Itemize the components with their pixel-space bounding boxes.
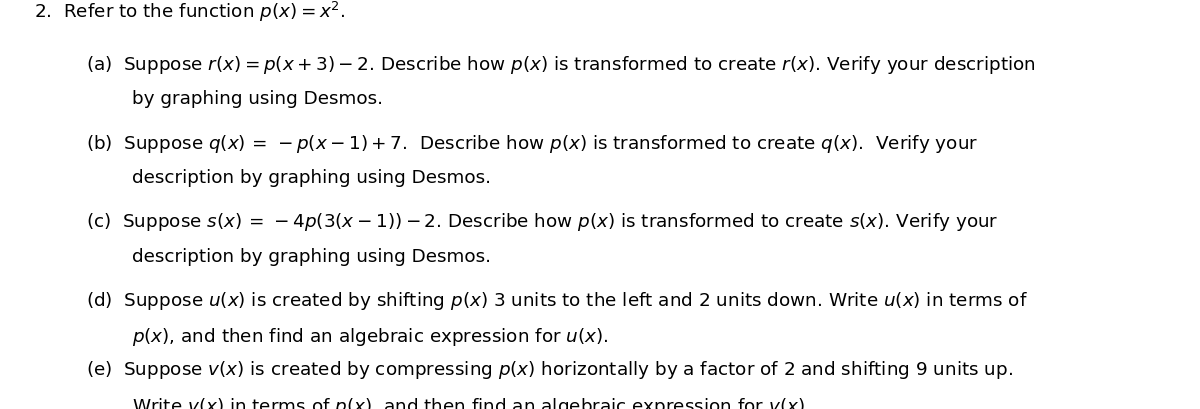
Text: (e)  Suppose $v(x)$ is created by compressing $p(x)$ horizontally by a factor of: (e) Suppose $v(x)$ is created by compres… bbox=[86, 359, 1013, 380]
Text: by graphing using Desmos.: by graphing using Desmos. bbox=[132, 90, 383, 108]
Text: (a)  Suppose $r(x) = p(x+3) - 2$. Describe how $p(x)$ is transformed to create $: (a) Suppose $r(x) = p(x+3) - 2$. Describ… bbox=[86, 54, 1036, 76]
Text: (c)  Suppose $s(x)\, =\, -4p(3(x - 1)) - 2$. Describe how $p(x)$ is transformed : (c) Suppose $s(x)\, =\, -4p(3(x - 1)) - … bbox=[86, 211, 998, 233]
Text: (d)  Suppose $u(x)$ is created by shifting $p(x)$ 3 units to the left and 2 unit: (d) Suppose $u(x)$ is created by shiftin… bbox=[86, 289, 1028, 311]
Text: description by graphing using Desmos.: description by graphing using Desmos. bbox=[132, 247, 491, 265]
Text: 2.  Refer to the function $p(x) = x^2$.: 2. Refer to the function $p(x) = x^2$. bbox=[34, 0, 344, 24]
Text: description by graphing using Desmos.: description by graphing using Desmos. bbox=[132, 169, 491, 187]
Text: $p(x)$, and then find an algebraic expression for $u(x)$.: $p(x)$, and then find an algebraic expre… bbox=[132, 326, 608, 348]
Text: Write $v(x)$ in terms of $p(x)$, and then find an algebraic expression for $v(x): Write $v(x)$ in terms of $p(x)$, and the… bbox=[132, 395, 810, 409]
Text: (b)  Suppose $q(x)\, =\, -p(x - 1) + 7$.  Describe how $p(x)$ is transformed to : (b) Suppose $q(x)\, =\, -p(x - 1) + 7$. … bbox=[86, 132, 978, 154]
